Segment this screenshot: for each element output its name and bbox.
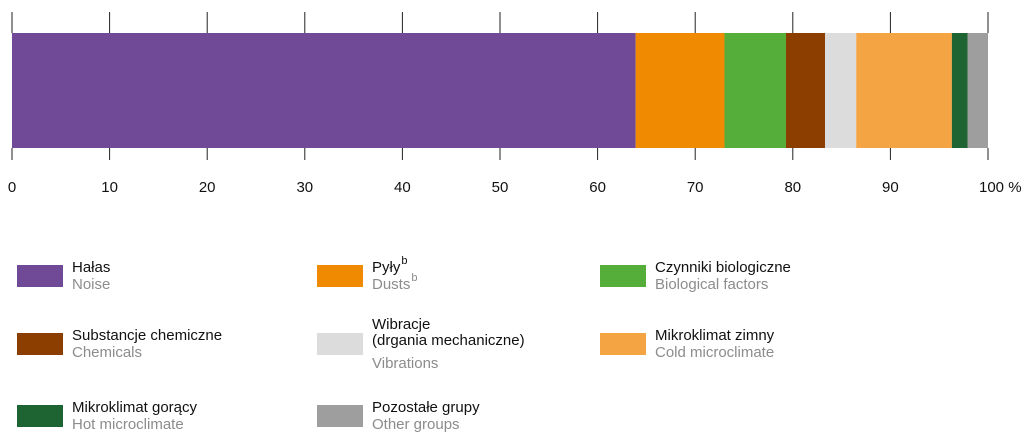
bar-segment	[856, 33, 952, 148]
legend-label: Hałas	[72, 259, 110, 276]
legend-label-en: Dusts	[372, 276, 410, 293]
legend-swatch	[17, 333, 63, 355]
legend-label: Mikroklimat zimny	[655, 327, 775, 344]
legend-note-en: b	[411, 272, 417, 284]
legend-label-en: Other groups	[372, 416, 460, 433]
legend-label: Substancje chemiczne	[72, 327, 222, 344]
legend-swatch	[17, 265, 63, 287]
legend-label-en: Cold microclimate	[655, 344, 774, 361]
x-tick-label: 60	[589, 179, 606, 196]
legend-label: Czynniki biologiczne	[655, 259, 791, 276]
x-tick-label: 80	[784, 179, 801, 196]
legend-swatch	[317, 265, 363, 287]
legend-label: Pyły	[372, 259, 401, 276]
x-tick-label: 90	[882, 179, 899, 196]
bar-segment	[951, 33, 968, 148]
legend-swatch	[600, 333, 646, 355]
x-tick-label: 40	[394, 179, 411, 196]
legend-label-en: Vibrations	[372, 355, 438, 372]
x-tick-label: 100 %	[979, 179, 1022, 196]
x-tick-label: 10	[101, 179, 118, 196]
legend-note: b	[401, 255, 407, 267]
x-tick-label: 20	[199, 179, 216, 196]
legend-swatch	[317, 405, 363, 427]
legend-label: Mikroklimat gorący	[72, 399, 198, 416]
x-tick-label: 50	[492, 179, 509, 196]
bar-segment	[12, 33, 636, 148]
x-tick-label: 0	[8, 179, 16, 196]
legend-label-en: Noise	[72, 276, 110, 293]
legend-label-en: Hot microclimate	[72, 416, 184, 433]
bar-segment	[967, 33, 988, 148]
legend-label-en: Biological factors	[655, 276, 768, 293]
legend-swatch	[17, 405, 63, 427]
legend-swatch	[600, 265, 646, 287]
x-tick-label: 70	[687, 179, 704, 196]
bar-segment	[825, 33, 857, 148]
bar-segment	[724, 33, 786, 148]
legend-label: Pozostałe grupy	[372, 399, 480, 416]
x-tick-label: 30	[296, 179, 313, 196]
legend-label-en: Chemicals	[72, 344, 142, 361]
bar-segment	[785, 33, 826, 148]
legend-label: Wibracje (drgania mechaniczne)	[372, 316, 525, 349]
bar-segment	[635, 33, 725, 148]
legend-swatch	[317, 333, 363, 355]
